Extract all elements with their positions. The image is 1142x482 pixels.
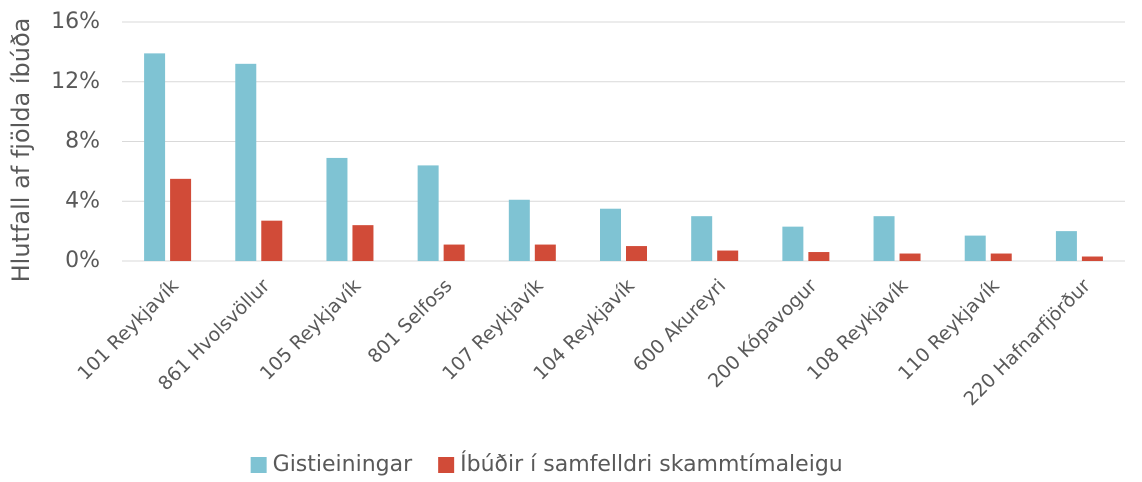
y-tick-label: 4% bbox=[65, 188, 100, 213]
x-tick-label: 600 Akureyri bbox=[629, 275, 730, 376]
bar bbox=[873, 216, 895, 261]
legend-swatch bbox=[438, 457, 455, 473]
y-tick-label: 8% bbox=[65, 129, 100, 154]
y-tick-label: 16% bbox=[51, 9, 100, 34]
bar bbox=[691, 216, 713, 261]
bar bbox=[326, 157, 348, 261]
bar bbox=[534, 244, 556, 261]
bar bbox=[417, 165, 439, 261]
bar bbox=[261, 220, 283, 261]
bar bbox=[600, 208, 621, 261]
bar bbox=[717, 250, 739, 261]
bar bbox=[144, 53, 166, 262]
x-tick-label: 801 Selfoss bbox=[364, 275, 457, 368]
legend-label: Íbúðir í samfelldri skammtímaleigu bbox=[460, 451, 843, 477]
bar bbox=[899, 253, 921, 261]
bar bbox=[170, 178, 192, 261]
bar bbox=[1055, 231, 1077, 261]
bar bbox=[1081, 256, 1103, 261]
bar bbox=[964, 235, 986, 261]
bar bbox=[443, 244, 465, 261]
y-tick-label: 12% bbox=[51, 69, 100, 94]
bar bbox=[990, 253, 1012, 261]
bar bbox=[626, 246, 647, 261]
legend-swatch bbox=[250, 457, 267, 473]
bar bbox=[235, 63, 257, 262]
bar bbox=[782, 226, 804, 261]
legend-label: Gistieiningar bbox=[273, 452, 413, 477]
bar bbox=[352, 225, 374, 261]
y-tick-label: 0% bbox=[65, 248, 100, 273]
y-axis-label: Hlutfall af fjölda íbúða bbox=[7, 18, 35, 283]
bar bbox=[508, 199, 530, 261]
bar bbox=[808, 252, 830, 261]
